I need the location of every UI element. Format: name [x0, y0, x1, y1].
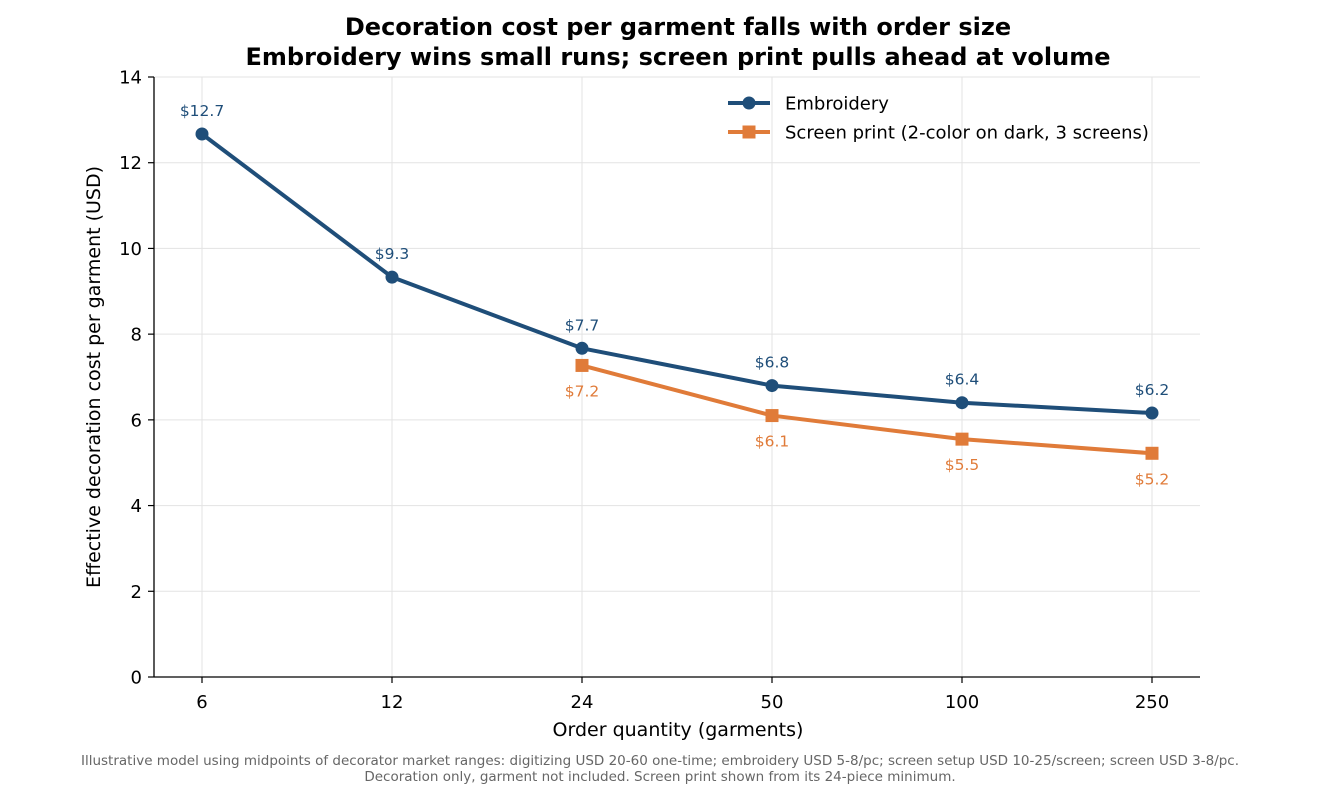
chart-title: Decoration cost per garment falls with o… [345, 13, 1011, 41]
grid [154, 76, 1200, 678]
data-label: $6.8 [755, 354, 790, 372]
legend-label: Embroidery [785, 94, 889, 115]
data-label: $5.2 [1135, 470, 1170, 488]
x-tick-label: 100 [945, 692, 979, 713]
x-tick-label: 250 [1135, 692, 1169, 713]
data-label: $7.2 [565, 382, 600, 400]
data-label: $6.4 [945, 371, 980, 389]
legend-marker [742, 125, 756, 139]
data-point [765, 379, 779, 393]
data-point [955, 432, 969, 446]
data-point [765, 409, 779, 423]
x-tick-label: 24 [571, 692, 594, 713]
series-line-0 [200, 132, 1154, 415]
legend-marker [742, 96, 756, 110]
legend-item-0: Embroidery [728, 94, 889, 115]
legend: Embroidery Screen print (2-color on dark,… [728, 94, 1149, 144]
data-label: $6.1 [755, 433, 790, 451]
series [195, 127, 1159, 460]
legend-item-1: Screen print (2-color on dark, 3 screens… [728, 123, 1149, 144]
x-tick-label: 6 [196, 692, 207, 713]
chart-subtitle: Embroidery wins small runs; screen print… [246, 43, 1111, 71]
data-point [575, 358, 589, 372]
data-point [1145, 406, 1159, 420]
x-tick-label: 12 [381, 692, 404, 713]
data-point [575, 341, 589, 355]
y-axis-label: Effective decoration cost per garment (U… [83, 166, 105, 588]
data-label: $6.2 [1135, 381, 1170, 399]
y-tick-label: 12 [119, 153, 142, 174]
data-label: $12.7 [180, 102, 224, 120]
y-tick-label: 4 [131, 496, 142, 517]
series-0 [195, 127, 1159, 420]
y-tick-label: 6 [131, 410, 142, 431]
y-tick-label: 0 [131, 668, 142, 689]
legend-label: Screen print (2-color on dark, 3 screens… [785, 123, 1149, 144]
footnote-line-1: Illustrative model using midpoints of de… [81, 753, 1239, 769]
data-point [385, 270, 399, 284]
data-point [955, 396, 969, 410]
data-label: $7.7 [565, 316, 600, 334]
data-labels: $12.7 $9.3 $7.7 $6.8 $6.4 $6.2 $7.2 $6.1 $5.5 $5.… [180, 102, 1169, 488]
y-tick-label: 8 [131, 325, 142, 346]
y-tick-label: 2 [131, 582, 142, 603]
y-tick-label: 14 [119, 68, 142, 89]
data-label: $5.5 [945, 456, 980, 474]
data-point [1145, 446, 1159, 460]
data-label: $9.3 [375, 245, 410, 263]
x-axis-label: Order quantity (garments) [553, 719, 804, 741]
x-tick-label: 50 [761, 692, 784, 713]
series-1 [575, 358, 1159, 460]
y-tick-label: 10 [119, 239, 142, 260]
data-point [195, 127, 209, 141]
footnote-line-2: Decoration only, garment not included. S… [364, 769, 955, 785]
series-line-1 [580, 363, 1154, 456]
